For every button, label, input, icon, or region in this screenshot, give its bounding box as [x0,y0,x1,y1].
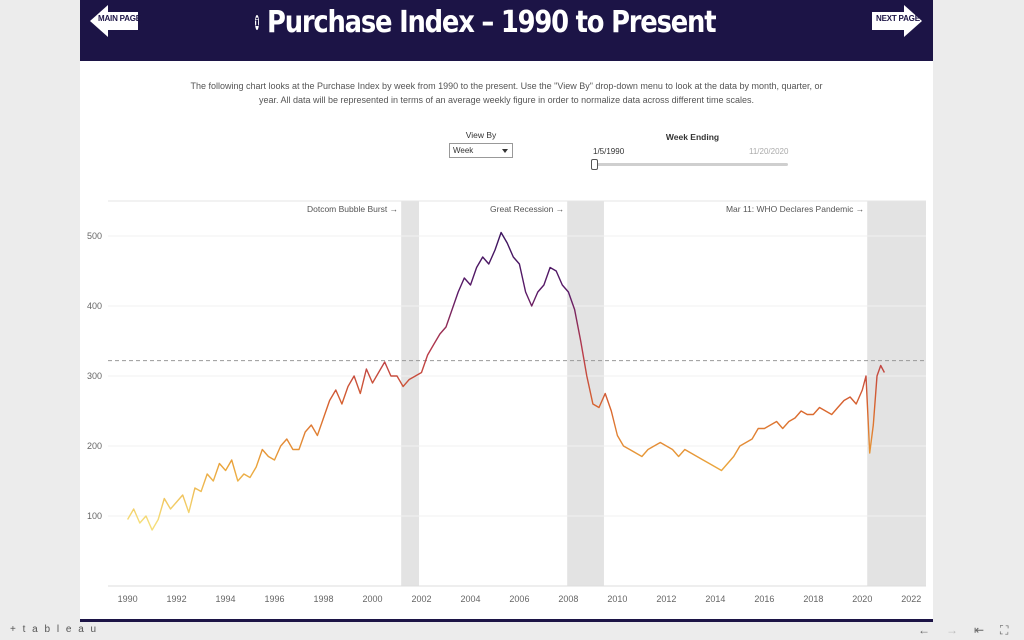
x-tick-label: 2008 [558,594,578,604]
purchase-index-chart: 100 200 300 400 500 1990 1992 1994 1996 1998 2000 2… [87,200,926,604]
week-ending-end: 11/20/2020 [749,147,789,156]
view-by-dropdown[interactable]: Week [449,143,513,158]
title-group: i Purchase Index – 1990 to Present [255,2,735,42]
page-title: Purchase Index – 1990 to Present [267,4,717,40]
series-line-0 [126,231,886,531]
week-ending-slider-track[interactable] [594,163,788,166]
recession-band-2 [867,201,926,586]
x-tick-label: 2018 [803,594,823,604]
undo-icon[interactable]: ← [918,623,930,637]
view-by-label: View By [465,130,497,140]
vertical-scrollbar[interactable] [1012,0,1024,622]
dashboard-page: MAIN PAGE i Purchase Index – 1990 to Pre… [80,0,933,622]
y-tick-label: 100 [87,511,102,521]
tableau-logo: + t a b l e a u [10,624,99,635]
revert-icon[interactable]: ⇤ [974,623,985,637]
x-tick-label: 2016 [754,594,774,604]
gridlines [108,200,926,517]
x-tick-label: 2006 [509,594,529,604]
view-by-value: Week [453,146,474,155]
recession-bands [401,201,926,586]
main-page-button[interactable]: MAIN PAGE [90,3,142,39]
recession-band-0 [401,201,420,586]
series-layer [126,231,886,531]
recession-label-1: Great Recession → [490,204,564,214]
x-tick-label: 2000 [362,594,382,604]
x-tick-label: 2012 [656,594,676,604]
next-page-button[interactable]: NEXT PAGE [870,3,922,39]
recession-label-0: Dotcom Bubble Burst → [307,204,398,214]
week-ending-slider-handle[interactable] [591,159,598,170]
redo-icon[interactable]: → [946,623,958,637]
fullscreen-icon[interactable]: ⛶ [1000,623,1009,637]
week-ending-start: 1/5/1990 [593,147,625,156]
week-ending-label: Week Ending [665,132,720,142]
main-page-label: MAIN PAGE [98,14,141,23]
x-tick-label: 1992 [167,594,187,604]
next-page-label: NEXT PAGE [876,14,920,23]
bottom-accent-bar [80,619,933,622]
header-bar: MAIN PAGE i Purchase Index – 1990 to Pre… [80,0,933,61]
x-tick-label: 1998 [314,594,334,604]
y-tick-label: 500 [87,231,102,241]
info-icon[interactable]: i [255,14,260,30]
y-tick-label: 300 [87,371,102,381]
x-tick-label: 2020 [852,594,872,604]
recession-label-2: Mar 11: WHO Declares Pandemic → [726,204,864,214]
x-tick-label: 2010 [607,594,627,604]
axes: 100 200 300 400 500 1990 1992 1994 1996 1998 2000 2… [87,231,926,604]
x-tick-label: 1996 [265,594,285,604]
x-tick-label: 1994 [216,594,236,604]
x-tick-label: 2014 [705,594,725,604]
right-arrow-icon [872,5,922,37]
x-tick-label: 2004 [460,594,480,604]
tableau-footer: + t a b l e a u ← → ⇤ ⛶ [0,622,1024,640]
y-tick-label: 400 [87,301,102,311]
x-tick-label: 1990 [118,594,138,604]
left-arrow-icon [90,5,138,37]
x-tick-label: 2002 [411,594,431,604]
y-tick-label: 200 [87,441,102,451]
x-tick-label: 2022 [901,594,921,604]
annotations: Dotcom Bubble Burst → Great Recession → Ma… [307,204,864,214]
chart-description: The following chart looks at the Purchas… [190,81,823,105]
recession-band-1 [567,201,604,586]
chevron-down-icon [502,149,508,153]
